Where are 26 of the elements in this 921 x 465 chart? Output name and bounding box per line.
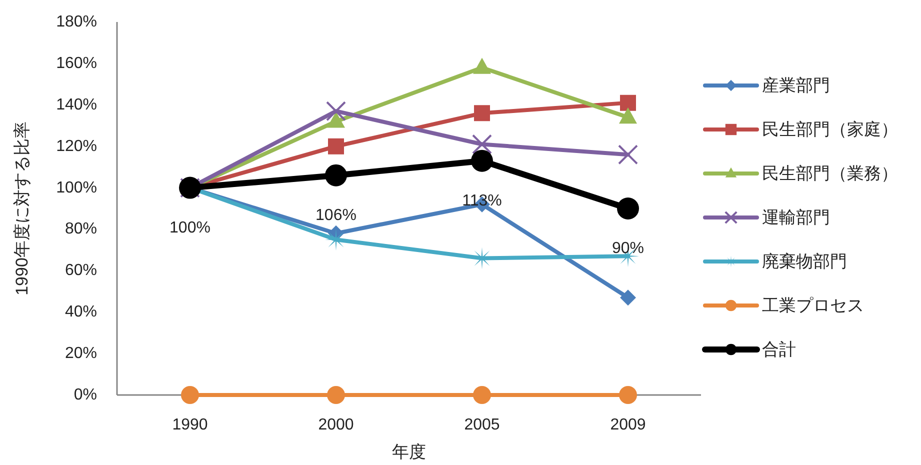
y-axis-title: 1990年度に対する比率 [12, 122, 32, 296]
y-tick-label: 80% [64, 220, 97, 238]
data-label: 90% [612, 240, 644, 257]
y-tick-label: 140% [56, 96, 97, 114]
y-tick-label: 180% [56, 14, 97, 30]
legend-label: 運輸部門 [762, 208, 830, 227]
legend-label: 民生部門（業務） [762, 164, 898, 183]
y-tick-label: 120% [56, 138, 97, 155]
data-label: 100% [170, 219, 210, 236]
y-tick-label: 40% [64, 304, 97, 321]
y-tick-label: 20% [64, 345, 97, 362]
x-tick-label: 1990 [172, 416, 208, 434]
y-tick-label: 0% [74, 386, 97, 404]
legend-label: 合計 [762, 340, 796, 359]
y-tick-label: 160% [56, 54, 97, 72]
y-tick-label: 60% [64, 262, 97, 280]
legend-label: 廃棄物部門 [762, 252, 847, 271]
x-tick-label: 2005 [464, 416, 500, 434]
legend-label: 民生部門（家庭） [762, 120, 898, 139]
data-label: 106% [316, 206, 356, 224]
legend-label: 工業プロセス [762, 296, 864, 315]
legend-label: 産業部門 [762, 76, 830, 95]
x-axis-title: 年度 [392, 442, 426, 462]
x-tick-label: 2009 [610, 416, 646, 434]
y-tick-label: 100% [56, 179, 97, 196]
x-tick-label: 2000 [318, 416, 354, 434]
